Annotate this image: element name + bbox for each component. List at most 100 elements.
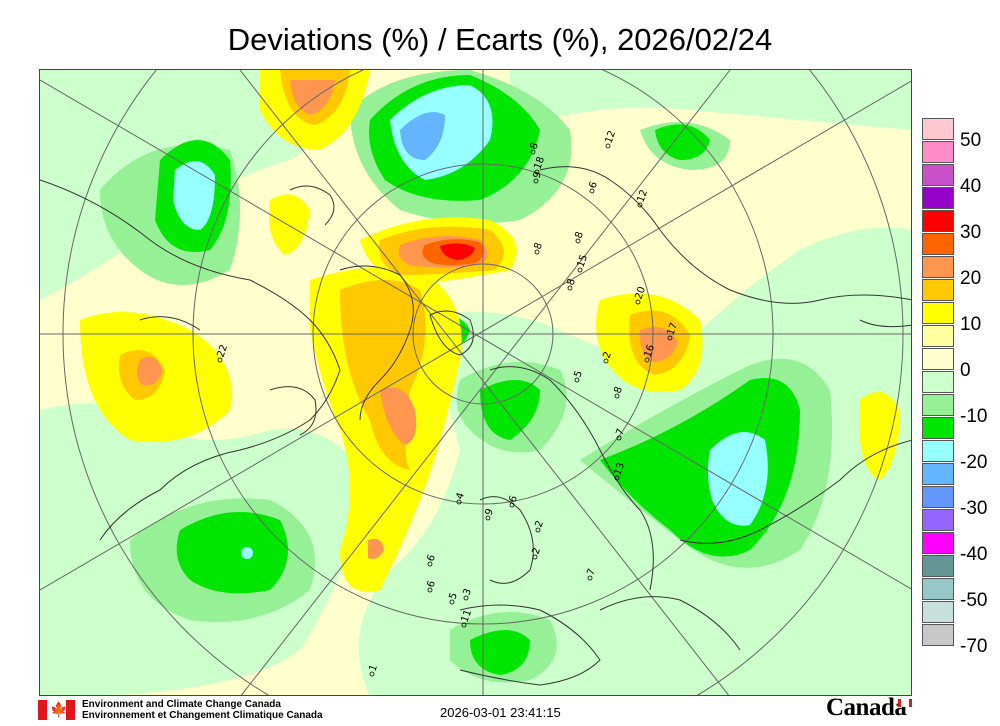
- legend-swatch: [922, 371, 954, 393]
- station-marker: [532, 554, 538, 560]
- legend-swatch: [922, 187, 954, 209]
- legend-swatch: [922, 302, 954, 324]
- station-marker: [589, 188, 595, 194]
- legend-swatch: [922, 532, 954, 554]
- map-title: Deviations (%) / Ecarts (%), 2026/02/24: [227, 22, 773, 57]
- station-marker: [616, 435, 622, 441]
- station-marker: [427, 587, 433, 593]
- legend-swatch: [922, 210, 954, 232]
- station-value-label: 11: [459, 608, 474, 624]
- station-marker: [369, 671, 375, 677]
- deviation-map: 8 9 12 6 15 8 12 20 17 16 2 5 8 7 13 4 6 2 6 9 2 6 5 3 11 7 8 18 22 8…: [39, 69, 912, 696]
- legend-swatch: [922, 279, 954, 301]
- legend-swatch: [922, 348, 954, 370]
- legend-swatch: [922, 601, 954, 623]
- legend-label: 20: [960, 268, 982, 289]
- legend-swatch: [922, 509, 954, 531]
- station-value-label: 5: [572, 369, 585, 379]
- legend-swatch: [922, 578, 954, 600]
- wordmark-flag-icon: [898, 699, 912, 707]
- legend-swatch: [922, 118, 954, 140]
- legend-swatch: [922, 417, 954, 439]
- org-name-french: Environnement et Changement Climatique C…: [82, 710, 323, 721]
- station-marker: [449, 599, 455, 605]
- station-value-label: 16: [642, 343, 657, 359]
- station-marker: [603, 358, 609, 364]
- legend-label: -50: [960, 590, 988, 611]
- station-marker: [485, 515, 491, 521]
- station-marker: [635, 299, 641, 305]
- station-value-label: 9: [483, 507, 496, 517]
- station-marker: [587, 575, 593, 581]
- legend-swatch: [922, 141, 954, 163]
- station-marker: [534, 249, 540, 255]
- station-marker: [644, 357, 650, 363]
- station-value-label: 4: [454, 491, 467, 501]
- legend-label: -40: [960, 544, 988, 565]
- station-value-label: 6: [587, 180, 600, 190]
- station-value-label: 8: [565, 277, 578, 287]
- legend-swatch: [922, 463, 954, 485]
- station-value-label: 13: [612, 461, 627, 477]
- station-value-label: 8: [532, 241, 545, 251]
- legend-label: -10: [960, 406, 988, 427]
- station-marker: [509, 502, 515, 508]
- station-value-label: 17: [665, 321, 680, 337]
- legend-swatch: [922, 233, 954, 255]
- legend-swatch: [922, 624, 954, 646]
- org-name-english: Environment and Climate Change Canada: [82, 699, 281, 710]
- station-value-label: 20: [633, 285, 648, 301]
- legend-label: -30: [960, 498, 988, 519]
- station-value-label: 8: [528, 141, 541, 151]
- legend-swatch: [922, 394, 954, 416]
- station-marker: [614, 393, 620, 399]
- station-value-label: 2: [533, 519, 546, 529]
- station-value-label: 2: [601, 350, 614, 360]
- station-value-label: 7: [585, 567, 598, 577]
- canada-wordmark: Canada: [826, 694, 907, 721]
- station-marker: [533, 178, 539, 184]
- station-marker: [534, 169, 540, 175]
- station-marker: [427, 561, 433, 567]
- station-marker: [530, 149, 536, 155]
- station-value-label: 6: [425, 579, 438, 589]
- station-value-label: 2: [530, 546, 543, 556]
- legend-swatch: [922, 555, 954, 577]
- station-value-label: 3: [461, 587, 474, 597]
- station-marker: [463, 595, 469, 601]
- legend-label: 40: [960, 176, 982, 197]
- station-marker: [567, 285, 573, 291]
- station-marker: [456, 499, 462, 505]
- legend-swatch: [922, 256, 954, 278]
- legend-swatch: [922, 325, 954, 347]
- station-value-label: 7: [614, 427, 627, 437]
- station-marker: [574, 377, 580, 383]
- legend-label: 30: [960, 222, 982, 243]
- station-marker: [614, 475, 620, 481]
- timestamp: 2026-03-01 23:41:15: [440, 705, 561, 720]
- legend-label: 0: [960, 360, 971, 381]
- station-value-label: 18: [532, 155, 547, 171]
- station-marker: [461, 622, 467, 628]
- station-marker: [535, 527, 541, 533]
- station-value-label: 6: [425, 553, 438, 563]
- station-marker: [605, 143, 611, 149]
- legend-swatch: [922, 486, 954, 508]
- station-value-label: 12: [603, 129, 618, 145]
- station-value-label: 1: [367, 663, 380, 673]
- legend-label: 10: [960, 314, 982, 335]
- station-value-label: 6: [507, 494, 520, 504]
- station-value-label: 8: [612, 385, 625, 395]
- canada-flag-icon: 🍁: [38, 700, 75, 720]
- station-marker: [577, 267, 583, 273]
- station-marker: [667, 335, 673, 341]
- legend-swatch: [922, 440, 954, 462]
- organization-name: Environment and Climate Change Canada En…: [82, 699, 323, 721]
- station-marker: [637, 202, 643, 208]
- station-value-label: 9: [531, 170, 544, 180]
- station-value-label: 22: [215, 343, 230, 359]
- legend-label: 50: [960, 130, 982, 151]
- legend-label: -70: [960, 636, 988, 657]
- station-value-label: 5: [447, 591, 460, 601]
